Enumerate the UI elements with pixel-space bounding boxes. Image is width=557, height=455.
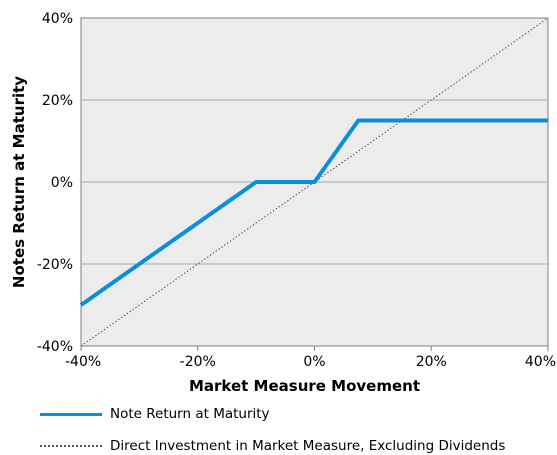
series-line-direct-investment	[80, 17, 549, 347]
y-tick-label: -20%	[37, 257, 73, 273]
y-axis-title: Notes Return at Maturity	[10, 76, 28, 288]
x-tick-label: -40%	[65, 354, 101, 370]
legend-dotted-line-icon	[40, 445, 102, 447]
legend-direct-investment: Direct Investment in Market Measure, Exc…	[40, 438, 505, 454]
x-axis-ticks: -40% -20% 0% 20% 40%	[65, 346, 556, 370]
y-tick-label: 40%	[42, 11, 73, 27]
x-tick-label: 0%	[303, 354, 325, 370]
y-tick-label: 0%	[51, 175, 73, 191]
x-tick-label: 40%	[525, 354, 556, 370]
x-tick-label: -20%	[180, 354, 216, 370]
legend-label-direct-investment: Direct Investment in Market Measure, Exc…	[110, 438, 506, 454]
series-line-note-return	[79, 118, 548, 307]
x-axis-title: Market Measure Movement	[189, 377, 420, 395]
series-lines	[79, 17, 549, 347]
y-axis-ticks: 40% 20% 0% -20% -40%	[37, 11, 73, 355]
legend-solid-line-icon	[40, 412, 102, 416]
x-tick-label: 20%	[416, 354, 447, 370]
y-tick-label: 20%	[42, 93, 73, 109]
legend-note-return: Note Return at Maturity	[40, 406, 270, 422]
payoff-chart: 40% 20% 0% -20% -40% -40% -20% 0% 20% 40% Notes …	[10, 11, 556, 395]
y-tick-label: -40%	[37, 339, 73, 355]
legend-label-note-return: Note Return at Maturity	[110, 406, 270, 422]
